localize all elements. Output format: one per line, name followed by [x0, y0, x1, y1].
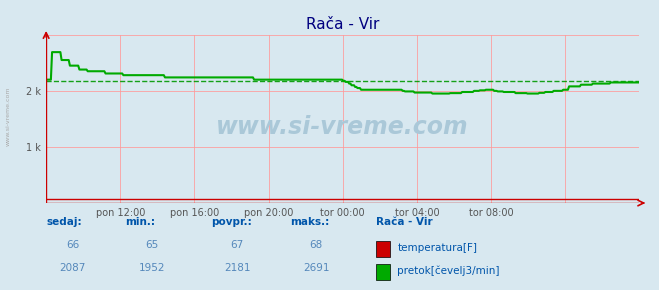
- Text: 65: 65: [145, 240, 158, 250]
- Text: 2181: 2181: [224, 263, 250, 273]
- Text: temperatura[F]: temperatura[F]: [397, 243, 477, 253]
- Text: maks.:: maks.:: [290, 217, 330, 227]
- Text: sedaj:: sedaj:: [46, 217, 82, 227]
- Text: 2691: 2691: [303, 263, 330, 273]
- Title: Rača - Vir: Rača - Vir: [306, 17, 380, 32]
- Text: www.si-vreme.com: www.si-vreme.com: [216, 115, 469, 139]
- Text: 1952: 1952: [138, 263, 165, 273]
- Text: min.:: min.:: [125, 217, 156, 227]
- Text: Rača - Vir: Rača - Vir: [376, 217, 432, 227]
- Text: 2087: 2087: [59, 263, 86, 273]
- Text: 67: 67: [231, 240, 244, 250]
- Text: pretok[čevelj3/min]: pretok[čevelj3/min]: [397, 266, 500, 276]
- Text: 66: 66: [66, 240, 79, 250]
- Text: www.si-vreme.com: www.si-vreme.com: [5, 86, 11, 146]
- Text: povpr.:: povpr.:: [211, 217, 252, 227]
- Text: 68: 68: [310, 240, 323, 250]
